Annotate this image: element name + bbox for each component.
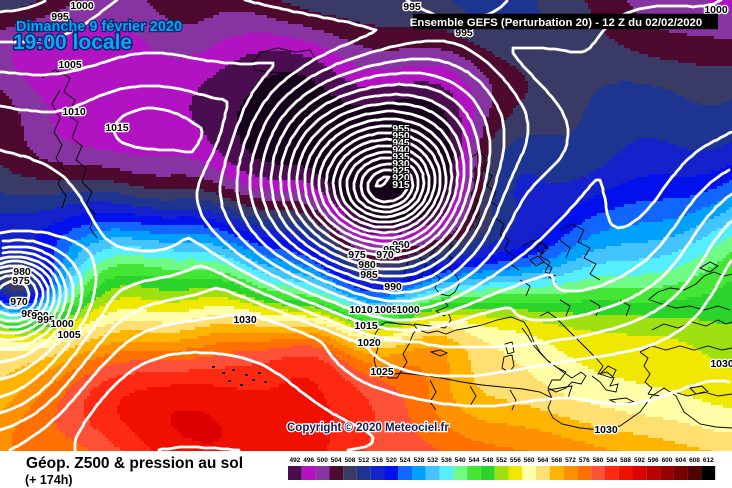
svg-text:552: 552 xyxy=(496,457,507,464)
svg-text:1000: 1000 xyxy=(704,4,728,16)
svg-text:920: 920 xyxy=(392,172,410,184)
svg-text:1020: 1020 xyxy=(357,337,381,349)
svg-text:980: 980 xyxy=(13,266,31,278)
svg-text:532: 532 xyxy=(427,457,438,464)
svg-text:945: 945 xyxy=(392,137,410,149)
svg-text:520: 520 xyxy=(386,457,397,464)
svg-text:580: 580 xyxy=(593,457,604,464)
svg-text:560: 560 xyxy=(524,457,535,464)
svg-text:935: 935 xyxy=(392,151,410,163)
svg-text:512: 512 xyxy=(358,457,369,464)
svg-text:995: 995 xyxy=(403,1,421,13)
svg-text:1015: 1015 xyxy=(105,122,129,134)
svg-text:528: 528 xyxy=(413,457,424,464)
svg-text:504: 504 xyxy=(331,457,342,464)
svg-text:975: 975 xyxy=(12,275,30,287)
svg-text:Géop. Z500 & pression au sol: Géop. Z500 & pression au sol xyxy=(26,455,243,472)
svg-text:556: 556 xyxy=(510,457,521,464)
svg-text:544: 544 xyxy=(469,457,480,464)
svg-text:Copyright © 2020 Meteociel.fr: Copyright © 2020 Meteociel.fr xyxy=(287,422,449,434)
svg-text:950: 950 xyxy=(392,130,410,142)
svg-text:940: 940 xyxy=(392,144,410,156)
svg-text:548: 548 xyxy=(482,457,493,464)
svg-text:592: 592 xyxy=(634,457,645,464)
svg-text:540: 540 xyxy=(455,457,466,464)
svg-text:604: 604 xyxy=(675,457,686,464)
svg-text:1005: 1005 xyxy=(374,304,398,316)
svg-text:572: 572 xyxy=(565,457,576,464)
svg-text:1030: 1030 xyxy=(710,358,732,370)
svg-text:980: 980 xyxy=(358,259,376,271)
svg-text:1000: 1000 xyxy=(396,304,420,316)
svg-text:588: 588 xyxy=(620,457,631,464)
svg-text:1030: 1030 xyxy=(594,424,618,436)
svg-text:608: 608 xyxy=(689,457,700,464)
svg-text:568: 568 xyxy=(551,457,562,464)
svg-text:955: 955 xyxy=(392,123,410,135)
svg-text:970: 970 xyxy=(376,249,394,261)
svg-text:960: 960 xyxy=(392,239,410,251)
svg-text:596: 596 xyxy=(648,457,659,464)
svg-text:1010: 1010 xyxy=(62,106,86,118)
svg-text:492: 492 xyxy=(289,457,300,464)
svg-text:1000: 1000 xyxy=(50,318,74,330)
svg-text:985: 985 xyxy=(360,269,378,281)
svg-text:(+ 174h): (+ 174h) xyxy=(25,473,73,487)
svg-text:930: 930 xyxy=(392,158,410,170)
svg-text:1015: 1015 xyxy=(354,320,378,332)
svg-text:516: 516 xyxy=(372,457,383,464)
svg-text:576: 576 xyxy=(579,457,590,464)
svg-text:19:00 locale: 19:00 locale xyxy=(13,31,132,54)
svg-text:990: 990 xyxy=(31,310,49,322)
svg-text:612: 612 xyxy=(703,457,714,464)
svg-text:975: 975 xyxy=(348,249,366,261)
svg-text:524: 524 xyxy=(400,457,411,464)
svg-text:990: 990 xyxy=(384,281,402,293)
svg-text:500: 500 xyxy=(317,457,328,464)
svg-text:1005: 1005 xyxy=(58,59,82,71)
svg-text:Ensemble GEFS (Perturbation 2: Ensemble GEFS (Perturbation 20) - 12 Z d… xyxy=(410,17,702,29)
svg-text:970: 970 xyxy=(10,296,28,308)
svg-text:985: 985 xyxy=(21,308,39,320)
svg-text:536: 536 xyxy=(441,457,452,464)
svg-text:1005: 1005 xyxy=(57,329,81,341)
svg-text:Dimanche 9 février 2020: Dimanche 9 février 2020 xyxy=(16,19,182,35)
svg-text:1000: 1000 xyxy=(70,0,94,12)
svg-text:1025: 1025 xyxy=(370,366,394,378)
svg-text:1030: 1030 xyxy=(233,314,257,326)
svg-text:995: 995 xyxy=(51,11,69,23)
svg-text:584: 584 xyxy=(606,457,617,464)
svg-text:915: 915 xyxy=(392,179,410,191)
svg-text:508: 508 xyxy=(345,457,356,464)
svg-text:955: 955 xyxy=(383,244,401,256)
svg-text:496: 496 xyxy=(303,457,314,464)
svg-text:995: 995 xyxy=(37,314,55,326)
svg-text:995: 995 xyxy=(455,27,473,39)
svg-text:564: 564 xyxy=(537,457,548,464)
svg-text:600: 600 xyxy=(662,457,673,464)
svg-text:925: 925 xyxy=(392,165,410,177)
svg-text:1010: 1010 xyxy=(349,304,373,316)
